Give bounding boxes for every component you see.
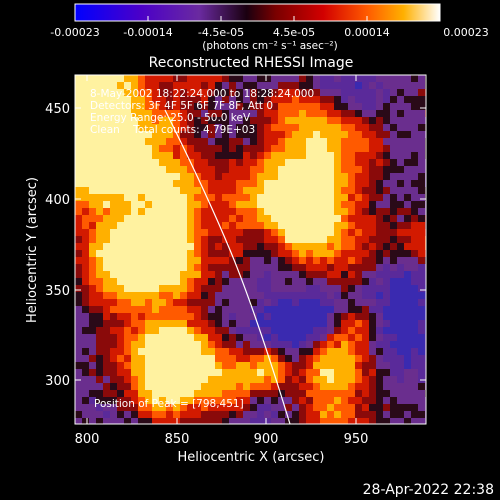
- colorbar-tick-label: 0.00014: [344, 26, 390, 39]
- solar-limb-curve: [164, 109, 291, 424]
- x-tick-label: 900: [254, 432, 279, 447]
- peak-position-label: Position of Peak = [798,451]: [94, 398, 244, 410]
- y-tick-label: 400: [45, 193, 70, 208]
- y-axis-label: Heliocentric Y (arcsec): [25, 177, 40, 323]
- colorbar-tick-label: 4.5e-05: [273, 26, 315, 39]
- colorbar: [74, 3, 441, 22]
- y-tick-label: 450: [45, 102, 70, 117]
- colorbar-tick-label: -4.5e-05: [198, 26, 244, 39]
- y-tick-label: 300: [45, 374, 70, 389]
- colorbar-tick-label: -0.00023: [50, 26, 99, 39]
- footer-timestamp: 28-Apr-2022 22:38: [363, 482, 494, 498]
- x-axis-label: Heliocentric X (arcsec): [178, 450, 325, 465]
- y-tick-label: 350: [45, 284, 70, 299]
- plot-title: Reconstructed RHESSI Image: [149, 55, 354, 71]
- image-area: [75, 75, 426, 424]
- x-tick-label: 850: [165, 432, 190, 447]
- x-tick-label: 800: [75, 432, 100, 447]
- colorbar-unit-label: (photons cm⁻² s⁻¹ asec⁻²): [202, 40, 337, 52]
- plot-frame: [74, 74, 427, 425]
- x-axis-ticks: [86, 75, 357, 424]
- info-line-energy: Energy Range: 25.0 - 50.0 keV: [90, 112, 251, 124]
- info-line-time: 8-May-2002 18:22:24.000 to 18:28:24.000: [90, 88, 314, 100]
- y-axis-ticks: [75, 107, 426, 381]
- colorbar-tick-label: -0.00014: [123, 26, 172, 39]
- info-line-detectors: Detectors: 3F 4F 5F 6F 7F 8F, Att 0: [90, 100, 273, 112]
- x-tick-label: 950: [344, 432, 369, 447]
- colorbar-ticks: [74, 16, 441, 21]
- emission-mosaic: [75, 75, 426, 424]
- colorbar-tick-label: 0.00023: [443, 26, 489, 39]
- info-line-clean: Clean Total counts: 4.79E+03: [90, 124, 255, 136]
